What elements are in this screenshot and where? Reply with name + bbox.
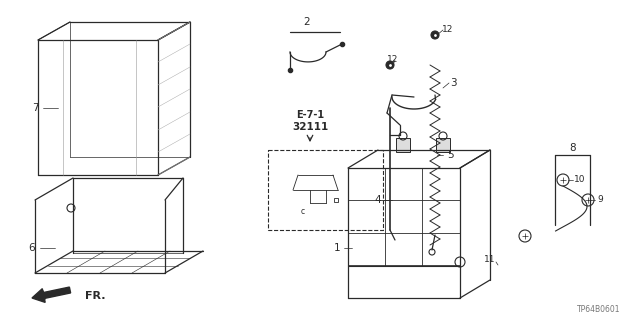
Text: 2: 2: [304, 17, 310, 27]
Text: 3: 3: [450, 78, 456, 88]
FancyArrow shape: [32, 287, 70, 302]
Text: 8: 8: [570, 143, 576, 153]
Text: 4: 4: [374, 195, 381, 205]
Bar: [436, 138, 450, 152]
Text: 12: 12: [387, 56, 399, 64]
Text: 1: 1: [333, 243, 340, 253]
Text: TP64B0601: TP64B0601: [577, 306, 620, 315]
Text: E-7-1: E-7-1: [296, 110, 324, 120]
Text: 5: 5: [447, 150, 453, 160]
Text: 32111: 32111: [292, 122, 328, 132]
Circle shape: [386, 61, 394, 69]
Text: c: c: [301, 206, 305, 216]
Text: 12: 12: [442, 26, 454, 34]
Text: 9: 9: [597, 196, 603, 204]
Text: 11: 11: [484, 256, 496, 264]
Text: 7: 7: [32, 103, 38, 113]
Text: 10: 10: [574, 175, 586, 184]
Text: 6: 6: [29, 243, 35, 253]
Text: FR.: FR.: [85, 291, 106, 301]
Bar: [396, 138, 410, 152]
Circle shape: [431, 31, 439, 39]
Bar: [268, 150, 383, 230]
